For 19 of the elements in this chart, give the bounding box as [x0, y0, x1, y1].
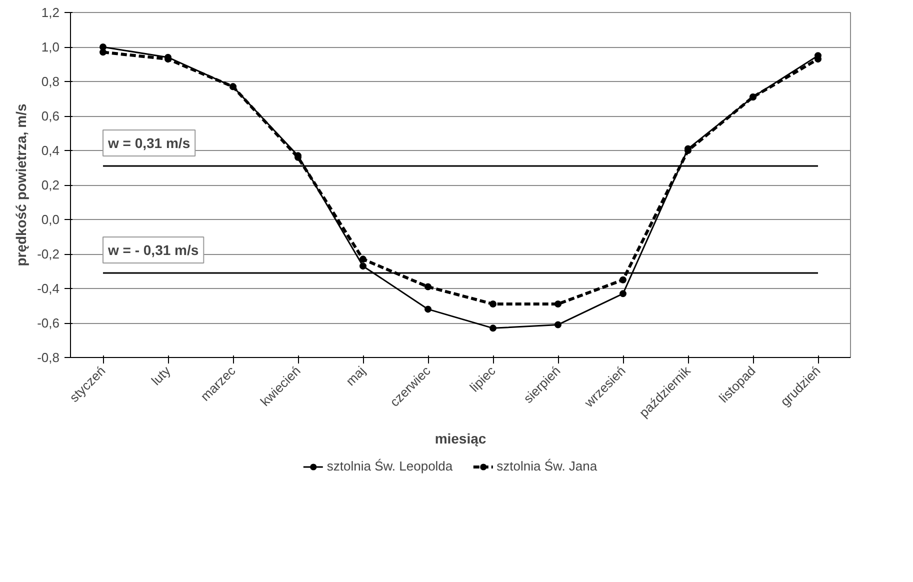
x-tick-label: maj: [342, 363, 368, 389]
ref-line-label: w = - 0,31 m/s: [107, 242, 199, 258]
y-tick-label: -0,8: [37, 350, 60, 365]
y-tick-label: -0,4: [37, 281, 60, 296]
y-tick-label: 0,4: [41, 143, 60, 158]
legend-label: sztolnia Św. Jana: [496, 458, 598, 474]
x-tick-label: luty: [148, 362, 174, 388]
y-tick-label: 0,2: [41, 178, 60, 192]
ref-line-label: w = 0,31 m/s: [107, 135, 190, 152]
y-axis-title: prędkość powietrza, m/s: [13, 103, 30, 266]
x-axis-title: miesiąc: [434, 430, 486, 447]
y-tick-label: 0,8: [41, 74, 60, 89]
y-tick-label: -0,6: [37, 316, 60, 330]
y-tick-label: 0,6: [41, 108, 60, 124]
legend-label: sztolnia Św. Leopolda: [326, 458, 453, 474]
y-tick-label: 1,2: [41, 5, 60, 20]
y-tick-label: -0,2: [37, 246, 60, 262]
y-tick-label: 1,0: [41, 40, 60, 54]
y-tick-label: 0,0: [41, 212, 60, 227]
